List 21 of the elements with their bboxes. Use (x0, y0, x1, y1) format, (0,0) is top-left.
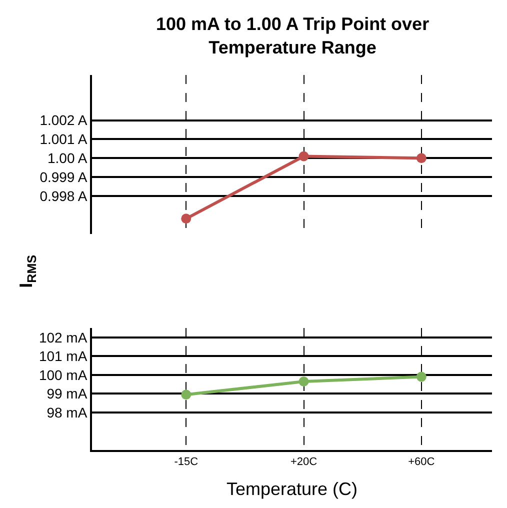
x-axis-title: Temperature (C) (226, 478, 358, 499)
chart-title: 100 mA to 1.00 A Trip Point over Temperature Range (156, 14, 430, 58)
y-tick-label: 100 mA (38, 366, 88, 383)
y-tick-label: 0.999 A (40, 168, 88, 185)
point (298, 151, 309, 162)
y-tick-label: 1.002 A (40, 112, 88, 128)
y-tick-label: 98 mA (46, 404, 88, 420)
y-tick-label: 99 mA (46, 386, 88, 402)
x-tick-label: -15C (174, 456, 198, 468)
y-tick-label: 1.001 A (40, 131, 88, 148)
point (298, 376, 309, 386)
y-tick-label: 1.00 A (47, 150, 88, 166)
x-tick-label: +20C (290, 456, 318, 468)
x-tick-label: +60C (408, 456, 435, 468)
point (181, 214, 192, 224)
point (416, 372, 426, 382)
y-tick-label: 101 mA (38, 348, 88, 364)
point (416, 153, 426, 164)
point (181, 390, 192, 400)
y-tick-label: 0.998 A (40, 188, 88, 204)
y-tick-label: 102 mA (38, 329, 88, 346)
